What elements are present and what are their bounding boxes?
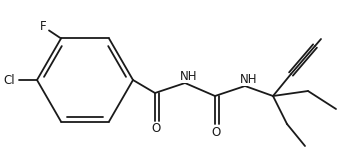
- Text: O: O: [211, 125, 221, 139]
- Text: F: F: [40, 20, 46, 33]
- Text: NH: NH: [180, 69, 198, 83]
- Text: Cl: Cl: [3, 73, 15, 87]
- Text: NH: NH: [240, 72, 258, 85]
- Text: O: O: [151, 123, 160, 136]
